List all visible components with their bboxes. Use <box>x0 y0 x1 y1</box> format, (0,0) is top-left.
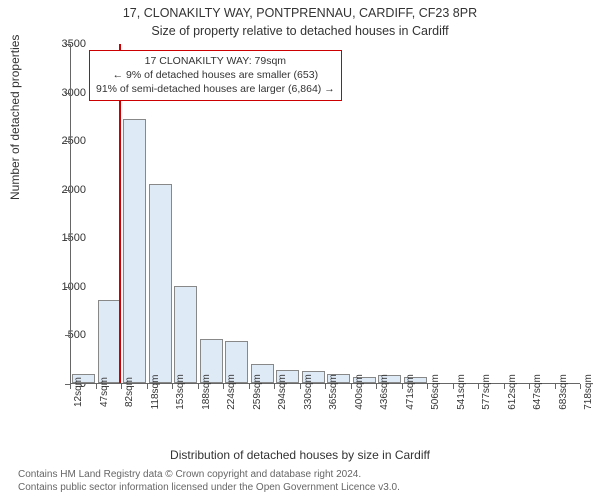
x-tick-label: 683sqm <box>558 374 569 410</box>
histogram-bar <box>174 286 197 383</box>
x-tick-mark <box>249 384 250 389</box>
x-tick-label: 330sqm <box>303 374 314 410</box>
x-tick-mark <box>580 384 581 389</box>
x-tick-mark <box>529 384 530 389</box>
x-tick-mark <box>70 384 71 389</box>
x-tick-mark <box>300 384 301 389</box>
x-tick-mark <box>223 384 224 389</box>
x-tick-label: 118sqm <box>150 375 161 410</box>
y-axis-label: Number of detached properties <box>8 35 22 200</box>
x-tick-label: 436sqm <box>379 374 390 410</box>
info-line-2: ← 9% of detached houses are smaller (653… <box>96 68 335 82</box>
x-tick-label: 612sqm <box>507 374 518 410</box>
attribution: Contains HM Land Registry data © Crown c… <box>18 468 400 494</box>
x-tick-mark <box>376 384 377 389</box>
chart-title: 17, CLONAKILTY WAY, PONTPRENNAU, CARDIFF… <box>0 6 600 20</box>
x-tick-mark <box>427 384 428 389</box>
histogram-bar <box>98 300 121 383</box>
histogram-bar <box>123 119 146 383</box>
x-tick-mark <box>121 384 122 389</box>
x-tick-mark <box>172 384 173 389</box>
x-tick-label: 471sqm <box>405 374 416 410</box>
x-axis-label: Distribution of detached houses by size … <box>0 448 600 462</box>
x-tick-label: 541sqm <box>456 374 467 410</box>
x-tick-label: 294sqm <box>277 374 288 410</box>
attribution-line-2: Contains public sector information licen… <box>18 481 400 494</box>
x-tick-mark <box>504 384 505 389</box>
histogram-bar <box>149 184 172 383</box>
x-tick-mark <box>96 384 97 389</box>
x-tick-mark <box>478 384 479 389</box>
x-tick-label: 577sqm <box>481 374 492 410</box>
info-box: 17 CLONAKILTY WAY: 79sqm ← 9% of detache… <box>89 50 342 101</box>
x-tick-label: 153sqm <box>175 374 186 410</box>
chart-container: 17, CLONAKILTY WAY, PONTPRENNAU, CARDIFF… <box>0 0 600 500</box>
x-tick-mark <box>402 384 403 389</box>
chart-subtitle: Size of property relative to detached ho… <box>0 24 600 38</box>
x-tick-mark <box>555 384 556 389</box>
x-tick-mark <box>453 384 454 389</box>
x-tick-label: 82sqm <box>124 377 135 407</box>
x-tick-mark <box>198 384 199 389</box>
x-tick-label: 400sqm <box>354 374 365 410</box>
x-tick-label: 718sqm <box>583 374 594 410</box>
info-line-3: 91% of semi-detached houses are larger (… <box>96 82 335 96</box>
attribution-line-1: Contains HM Land Registry data © Crown c… <box>18 468 400 481</box>
plot-area: 17 CLONAKILTY WAY: 79sqm ← 9% of detache… <box>70 44 580 384</box>
x-tick-mark <box>351 384 352 389</box>
x-tick-mark <box>147 384 148 389</box>
x-tick-mark <box>325 384 326 389</box>
x-tick-label: 647sqm <box>532 374 543 410</box>
info-line-1: 17 CLONAKILTY WAY: 79sqm <box>96 54 335 68</box>
x-tick-label: 224sqm <box>226 374 237 410</box>
x-tick-label: 188sqm <box>201 374 212 410</box>
x-tick-label: 506sqm <box>430 374 441 410</box>
x-tick-label: 47sqm <box>99 377 110 407</box>
x-tick-label: 365sqm <box>328 374 339 410</box>
x-tick-label: 12sqm <box>73 377 84 407</box>
x-tick-label: 259sqm <box>252 374 263 410</box>
x-tick-mark <box>274 384 275 389</box>
